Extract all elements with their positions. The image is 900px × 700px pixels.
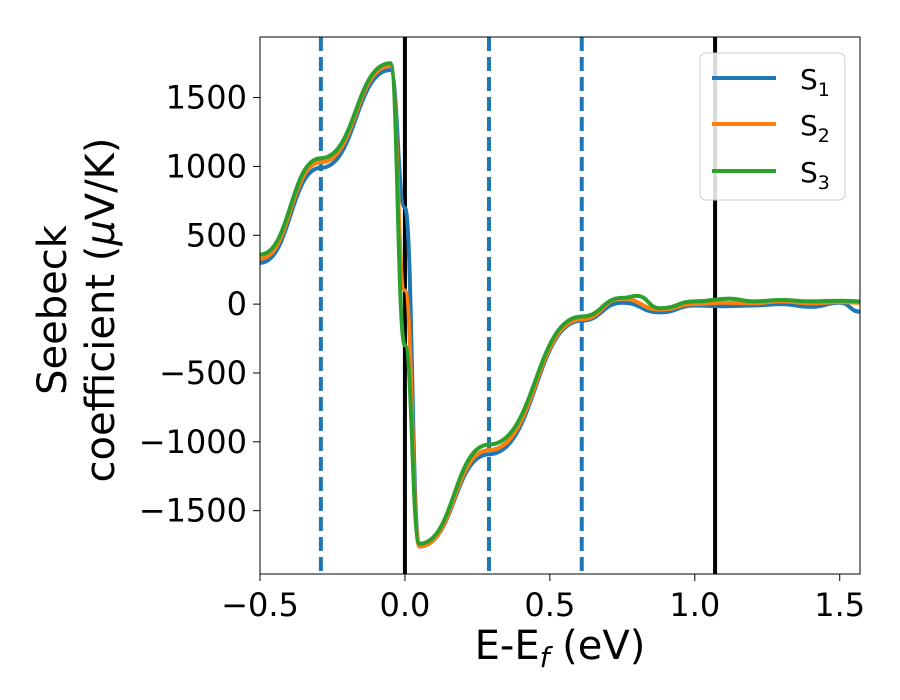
y-tick-label: −1000	[139, 423, 247, 461]
x-tick-label: 0.5	[524, 586, 575, 624]
legend-label-s2: S2	[800, 109, 830, 147]
y-tick-label: 1500	[166, 79, 247, 117]
y-tick-label: −1500	[139, 492, 247, 530]
x-axis-ticks: −0.5 0.0 0.5 1.0 1.5	[221, 574, 865, 624]
x-tick-label: 1.5	[814, 586, 865, 624]
y-tick-label: 0	[227, 285, 247, 323]
series-line-s3	[259, 61, 861, 546]
legend-box	[699, 52, 846, 201]
legend-label-s1: S1	[800, 63, 830, 101]
y-tick-label: 1000	[166, 147, 247, 185]
legend-label-s3: S3	[800, 156, 830, 194]
x-tick-label: 0.0	[379, 586, 430, 624]
x-axis-label: E-Ef (eV)	[475, 623, 646, 674]
y-axis-label-line-2: coefficient (μV/K)	[78, 138, 124, 483]
series-lines	[259, 61, 861, 549]
y-axis-ticks: −1500 −1000 −500 0 500 1000 1500	[139, 79, 260, 530]
y-tick-label: −500	[159, 354, 247, 392]
x-tick-label: 1.0	[669, 586, 720, 624]
legend: S1 S2 S3	[699, 52, 846, 201]
plot-area-frame	[259, 36, 861, 575]
y-tick-label: 500	[186, 216, 247, 254]
y-axis-label-line-1: Seebeck	[30, 224, 76, 395]
x-tick-label: −0.5	[221, 586, 299, 624]
